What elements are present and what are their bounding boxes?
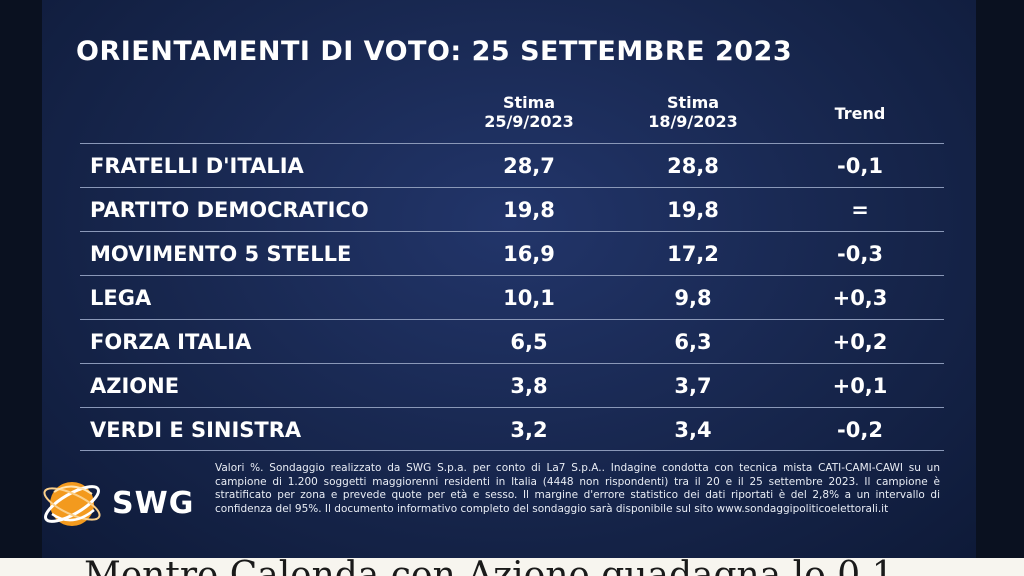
brand-name: SWG [112,486,195,521]
stima-current-value: 10,1 [503,286,555,310]
trend-value: -0,1 [837,154,883,178]
column-header-date: 25/9/2023 [484,112,574,131]
stima-current-value: 3,8 [510,374,548,398]
party-name: PARTITO DEMOCRATICO [90,198,369,222]
table-row: AZIONE 3,8 3,7 +0,1 [80,363,944,407]
trend-value: +0,3 [832,286,888,310]
stima-current-value: 6,5 [510,330,548,354]
column-header-date: 18/9/2023 [648,112,738,131]
stima-previous-value: 9,8 [674,286,712,310]
table-row: PARTITO DEMOCRATICO 19,8 19,8 = [80,187,944,231]
party-name: AZIONE [90,374,180,398]
column-header-stima-current: Stima 25/9/2023 [464,93,594,131]
stima-current-value: 19,8 [503,198,555,222]
column-header-label: Stima [502,93,556,112]
swg-globe-icon [43,482,101,526]
party-name: FORZA ITALIA [90,330,252,354]
table-row: FORZA ITALIA 6,5 6,3 +0,2 [80,319,944,363]
column-header-trend: Trend [834,104,886,123]
trend-value: -0,3 [837,242,883,266]
party-name: VERDI E SINISTRA [90,418,302,442]
trend-value: -0,2 [837,418,883,442]
methodology-note: Valori %. Sondaggio realizzato da SWG S.… [215,462,940,515]
table-row: FRATELLI D'ITALIA 28,7 28,8 -0,1 [80,143,944,187]
party-name: LEGA [90,286,152,310]
right-border [976,0,1024,558]
trend-value: +0,2 [832,330,888,354]
stima-previous-value: 6,3 [674,330,712,354]
stima-previous-value: 3,4 [674,418,712,442]
stima-current-value: 28,7 [503,154,555,178]
poll-table: FRATELLI D'ITALIA 28,7 28,8 -0,1 PARTITO… [80,143,944,451]
trend-value: = [851,198,869,222]
party-name: MOVIMENTO 5 STELLE [90,242,352,266]
party-name: FRATELLI D'ITALIA [90,154,304,178]
left-border [0,0,42,558]
stima-previous-value: 3,7 [674,374,712,398]
column-header-stima-previous: Stima 18/9/2023 [628,93,758,131]
stima-current-value: 16,9 [503,242,555,266]
stima-previous-value: 19,8 [667,198,719,222]
column-header-label: Stima [666,93,720,112]
caption-strip: Mentre Calenda con Azione guadagna lo 0,… [0,558,1024,576]
trend-value: +0,1 [832,374,888,398]
stima-previous-value: 17,2 [667,242,719,266]
stima-current-value: 3,2 [510,418,548,442]
table-row: MOVIMENTO 5 STELLE 16,9 17,2 -0,3 [80,231,944,275]
table-row: VERDI E SINISTRA 3,2 3,4 -0,2 [80,407,944,451]
table-row: LEGA 10,1 9,8 +0,3 [80,275,944,319]
poll-title: ORIENTAMENTI DI VOTO: 25 SETTEMBRE 2023 [76,36,793,67]
poll-panel [42,0,976,558]
caption-text: Mentre Calenda con Azione guadagna lo 0,… [84,558,895,576]
stima-previous-value: 28,8 [667,154,719,178]
